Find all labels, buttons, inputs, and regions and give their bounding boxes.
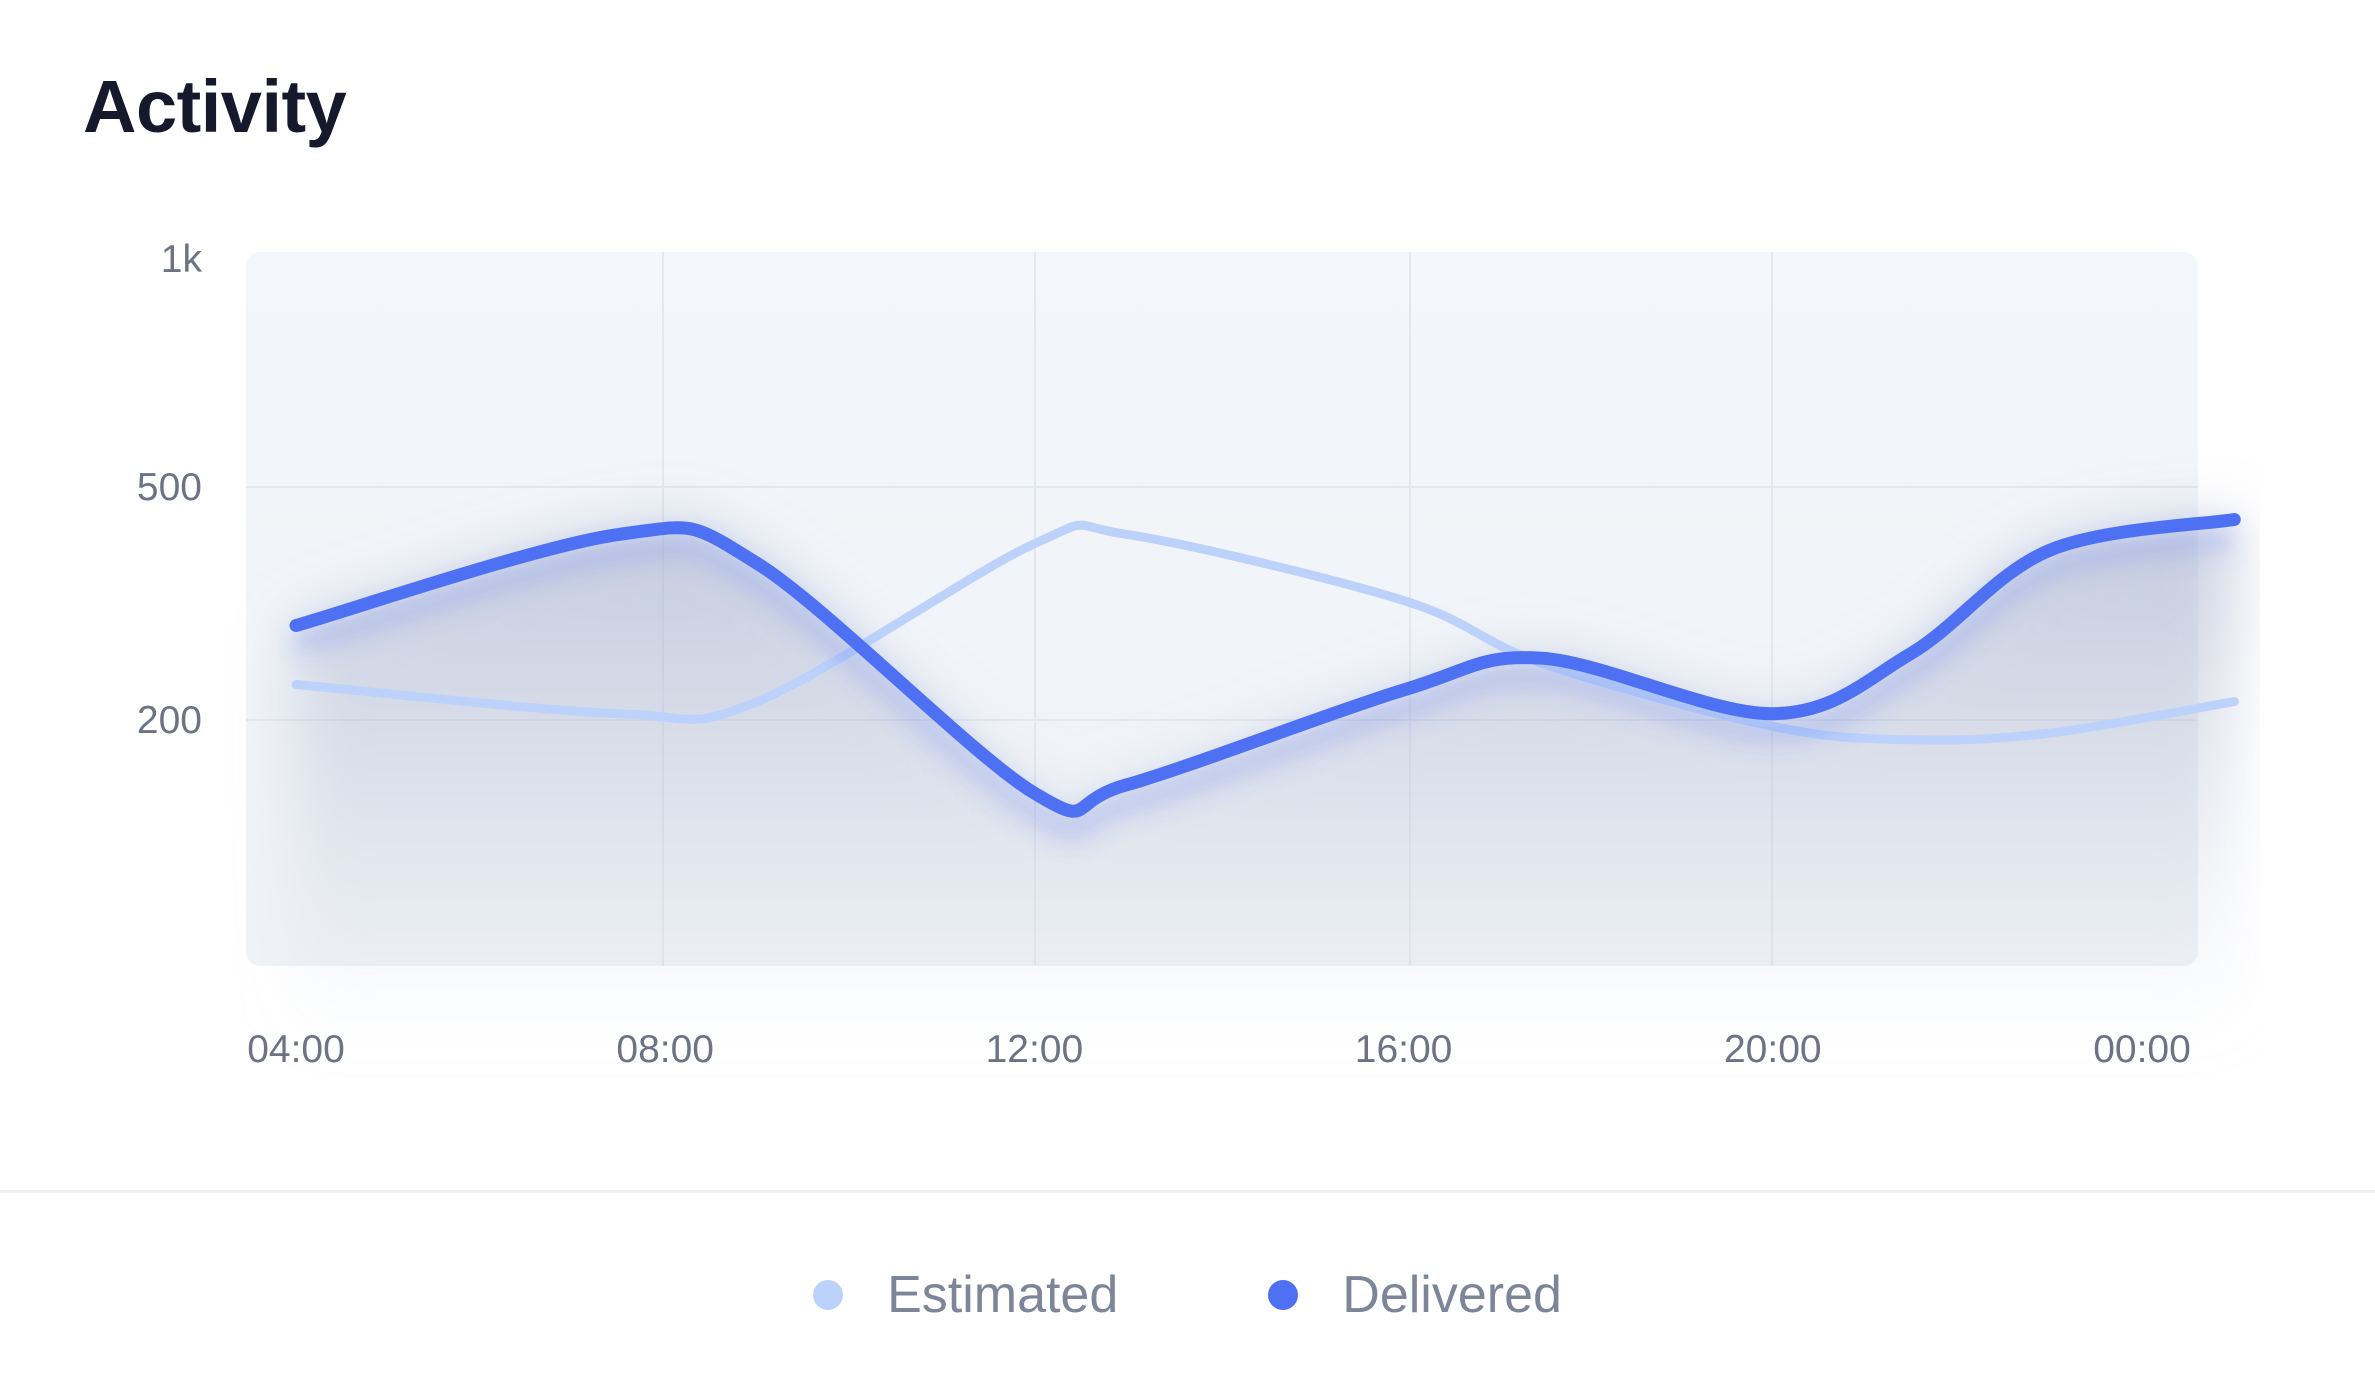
delivered-dot-icon xyxy=(1268,1280,1298,1310)
x-tick-label-1200: 12:00 xyxy=(986,1028,1084,1071)
legend-label-delivered: Delivered xyxy=(1342,1265,1562,1325)
legend-item-estimated[interactable]: Estimated xyxy=(813,1265,1118,1325)
y-tick-label-500: 500 xyxy=(137,466,202,509)
x-tick-label-2000: 20:00 xyxy=(1724,1028,1822,1071)
legend-item-delivered[interactable]: Delivered xyxy=(1268,1265,1562,1325)
x-tick-label-0800: 08:00 xyxy=(616,1028,714,1071)
legend-label-estimated: Estimated xyxy=(887,1265,1118,1325)
x-tick-label-0400: 04:00 xyxy=(247,1028,345,1071)
y-tick-label-200: 200 xyxy=(137,699,202,742)
activity-chart: 1k 500 200 04:00 08:00 12:00 16:00 20:00 00:00 xyxy=(0,0,2375,1200)
x-tick-label-0000: 00:00 xyxy=(2093,1028,2191,1071)
legend-divider xyxy=(0,1190,2375,1193)
y-tick-label-1k: 1k xyxy=(161,238,203,281)
x-axis-ticks: 04:00 08:00 12:00 16:00 20:00 00:00 xyxy=(247,1028,2191,1071)
y-axis-ticks: 1k 500 200 xyxy=(137,238,203,742)
estimated-dot-icon xyxy=(813,1280,843,1310)
x-tick-label-1600: 16:00 xyxy=(1355,1028,1453,1071)
chart-legend: Estimated Delivered xyxy=(0,1255,2375,1335)
